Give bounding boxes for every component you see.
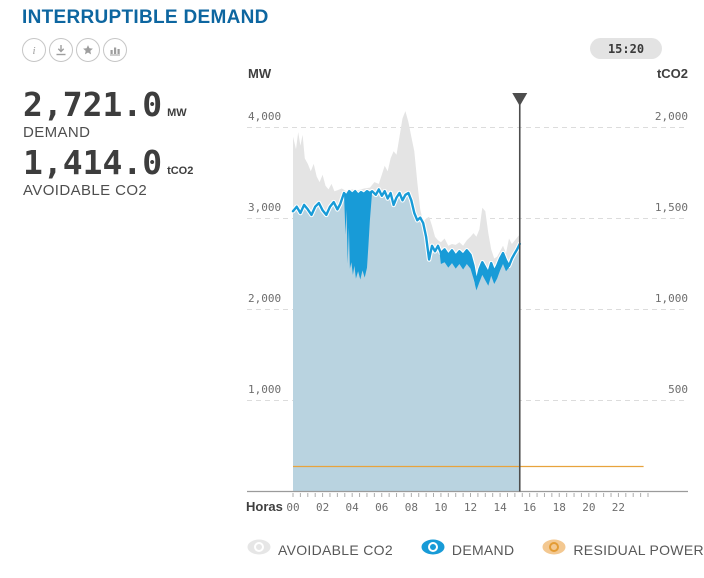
demand-label: DEMAND [23, 124, 91, 141]
bar-chart-icon [108, 43, 122, 57]
legend-label: RESIDUAL POWER [573, 541, 704, 558]
hour-tick: 04 [345, 501, 359, 514]
star-icon [81, 43, 95, 57]
hour-tick: 14 [493, 501, 507, 514]
legend-item-residual-power[interactable]: RESIDUAL POWER [542, 539, 704, 560]
right-axis-tick: 1,500 [654, 200, 688, 214]
kpi-demand: 2,721.0 MW DEMAND [23, 88, 187, 141]
eye-icon [247, 539, 271, 560]
avoidable-co2-label: AVOIDABLE CO2 [23, 182, 148, 199]
legend-item-avoidable-co2[interactable]: AVOIDABLE CO2 [247, 539, 393, 560]
download-button[interactable] [49, 38, 73, 62]
hour-tick: 08 [404, 501, 418, 514]
hour-tick: 16 [523, 501, 537, 514]
time-badge: 15:20 [590, 38, 662, 59]
eye-icon [542, 539, 566, 560]
legend-label: AVOIDABLE CO2 [278, 541, 393, 558]
legend-label: DEMAND [451, 541, 515, 558]
hour-tick: 18 [552, 501, 566, 514]
left-axis-tick: 2,000 [248, 291, 282, 305]
kpi-avoidable-co2: 1,414.0 tCO2 AVOIDABLE CO2 [23, 146, 193, 199]
demand-value: 2,721.0 [23, 85, 163, 124]
left-axis-tick: 4,000 [248, 109, 282, 123]
eye-icon [421, 539, 445, 560]
x-axis-title: Horas [246, 499, 283, 514]
avoidable-co2-value: 1,414.0 [23, 143, 163, 182]
page-title: INTERRUPTIBLE DEMAND [22, 7, 269, 28]
demand-unit: MW [167, 107, 187, 119]
hour-tick: 22 [611, 501, 626, 514]
chart-legend: AVOIDABLE CO2 DEMAND RESIDUAL POWER [247, 539, 704, 560]
avoidable-co2-unit: tCO2 [167, 165, 194, 177]
right-axis-tick: 1,000 [654, 291, 688, 305]
hour-tick: 02 [315, 501, 330, 514]
hour-tick: 20 [582, 501, 596, 514]
hour-tick: 10 [434, 501, 448, 514]
legend-item-demand[interactable]: DEMAND [421, 539, 514, 560]
favorite-button[interactable] [76, 38, 100, 62]
action-buttons: i [22, 38, 127, 62]
hour-tick: 12 [463, 501, 478, 514]
right-axis-title: tCO2 [656, 66, 688, 81]
chart-button[interactable] [103, 38, 127, 62]
left-axis-title: MW [248, 66, 272, 81]
left-axis-tick: 1,000 [248, 382, 282, 396]
download-icon [54, 43, 68, 57]
info-icon: i [27, 43, 41, 57]
hour-tick: 00 [286, 501, 300, 514]
right-axis-tick: 500 [668, 382, 688, 396]
info-button[interactable]: i [22, 38, 46, 62]
left-axis-tick: 3,000 [248, 200, 282, 214]
right-axis-tick: 2,000 [654, 109, 688, 123]
svg-text:i: i [32, 45, 35, 57]
hour-tick: 06 [375, 501, 389, 514]
